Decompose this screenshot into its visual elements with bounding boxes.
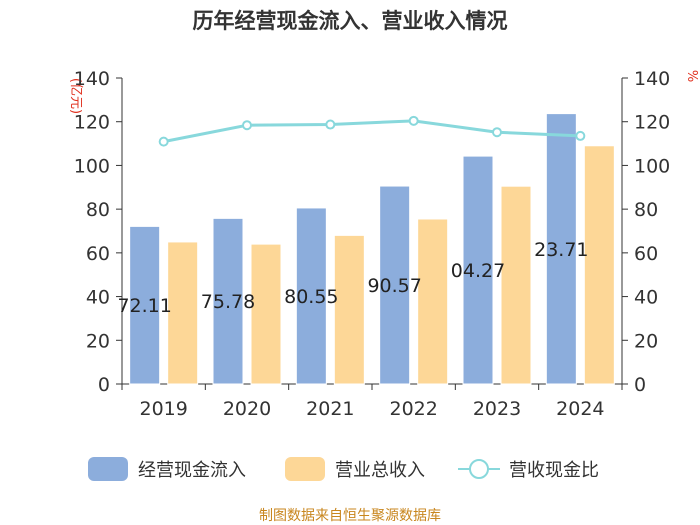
left-tick-label: 0 bbox=[98, 374, 110, 396]
data-label: 80.55 bbox=[284, 286, 338, 308]
left-axis-unit: (亿元) bbox=[68, 78, 83, 114]
chart-title: 历年经营现金流入、营业收入情况 bbox=[193, 9, 508, 33]
bar-revenue bbox=[333, 234, 365, 385]
bar-cash-inflow bbox=[212, 217, 244, 385]
x-tick-label: 2024 bbox=[556, 398, 604, 420]
x-tick-label: 2021 bbox=[306, 398, 354, 420]
x-tick-label: 2019 bbox=[139, 398, 187, 420]
bar-cash-inflow bbox=[129, 225, 161, 385]
data-label: 90.57 bbox=[367, 275, 421, 297]
bar-revenue bbox=[250, 243, 282, 385]
bar-revenue bbox=[417, 218, 449, 385]
left-tick-label: 80 bbox=[86, 199, 110, 221]
ratio-point bbox=[575, 130, 586, 141]
legend-swatch-revenue bbox=[285, 457, 325, 481]
bars bbox=[129, 113, 615, 385]
data-labels: 72.11 75.78 80.55 90.57 04.27 23.71 bbox=[117, 239, 588, 317]
left-tick-label: 140 bbox=[74, 68, 110, 90]
data-label: 23.71 bbox=[534, 239, 588, 261]
ratio-point bbox=[492, 127, 502, 138]
right-tick-label: 40 bbox=[634, 287, 658, 309]
data-label: 04.27 bbox=[451, 260, 505, 282]
left-tick-label: 60 bbox=[86, 243, 110, 265]
bar-revenue bbox=[500, 185, 532, 385]
right-axis-unit: % bbox=[684, 70, 699, 82]
data-label: 75.78 bbox=[201, 291, 255, 313]
right-tick-label: 0 bbox=[634, 374, 646, 396]
bar-cash-inflow bbox=[379, 185, 411, 385]
x-axis: 2019 2020 2021 2022 2023 2024 bbox=[121, 383, 623, 420]
ratio-line-path bbox=[163, 119, 581, 144]
bar-cash-inflow bbox=[545, 113, 577, 385]
ratio-line bbox=[158, 115, 586, 147]
x-tick-label: 2022 bbox=[389, 398, 437, 420]
legend: 经营现金流入 营业总收入 营收现金比 bbox=[88, 457, 599, 481]
bar-cash-inflow bbox=[295, 207, 327, 385]
legend-label-ratio: 营收现金比 bbox=[509, 460, 599, 481]
x-tick-label: 2020 bbox=[223, 398, 271, 420]
left-tick-label: 100 bbox=[74, 155, 110, 177]
right-tick-label: 80 bbox=[634, 199, 658, 221]
source-note: 制图数据来自恒生聚源数据库 bbox=[259, 508, 441, 524]
right-tick-label: 100 bbox=[634, 155, 670, 177]
right-tick-label: 120 bbox=[634, 112, 670, 134]
right-tick-label: 140 bbox=[634, 68, 670, 90]
legend-marker-ratio bbox=[469, 459, 489, 479]
right-tick-label: 60 bbox=[634, 243, 658, 265]
x-tick-label: 2023 bbox=[473, 398, 521, 420]
bar-revenue bbox=[583, 145, 615, 385]
ratio-point bbox=[158, 136, 169, 147]
left-tick-label: 120 bbox=[74, 112, 110, 134]
right-axis: 0 20 40 60 80 100 120 140 bbox=[621, 68, 670, 396]
ratio-point bbox=[408, 115, 419, 126]
bar-revenue bbox=[167, 241, 199, 385]
bar-cash-inflow bbox=[462, 155, 494, 385]
ratio-point bbox=[242, 120, 252, 131]
left-tick-label: 20 bbox=[86, 330, 110, 352]
data-label: 72.11 bbox=[117, 295, 171, 317]
legend-label-cash-inflow: 经营现金流入 bbox=[138, 460, 246, 481]
ratio-point bbox=[325, 119, 336, 130]
left-axis: 0 20 40 60 80 100 120 140 bbox=[74, 68, 123, 396]
left-tick-label: 40 bbox=[86, 287, 110, 309]
legend-label-revenue: 营业总收入 bbox=[335, 460, 425, 481]
legend-swatch-cash-inflow bbox=[88, 457, 128, 481]
right-tick-label: 20 bbox=[634, 330, 658, 352]
